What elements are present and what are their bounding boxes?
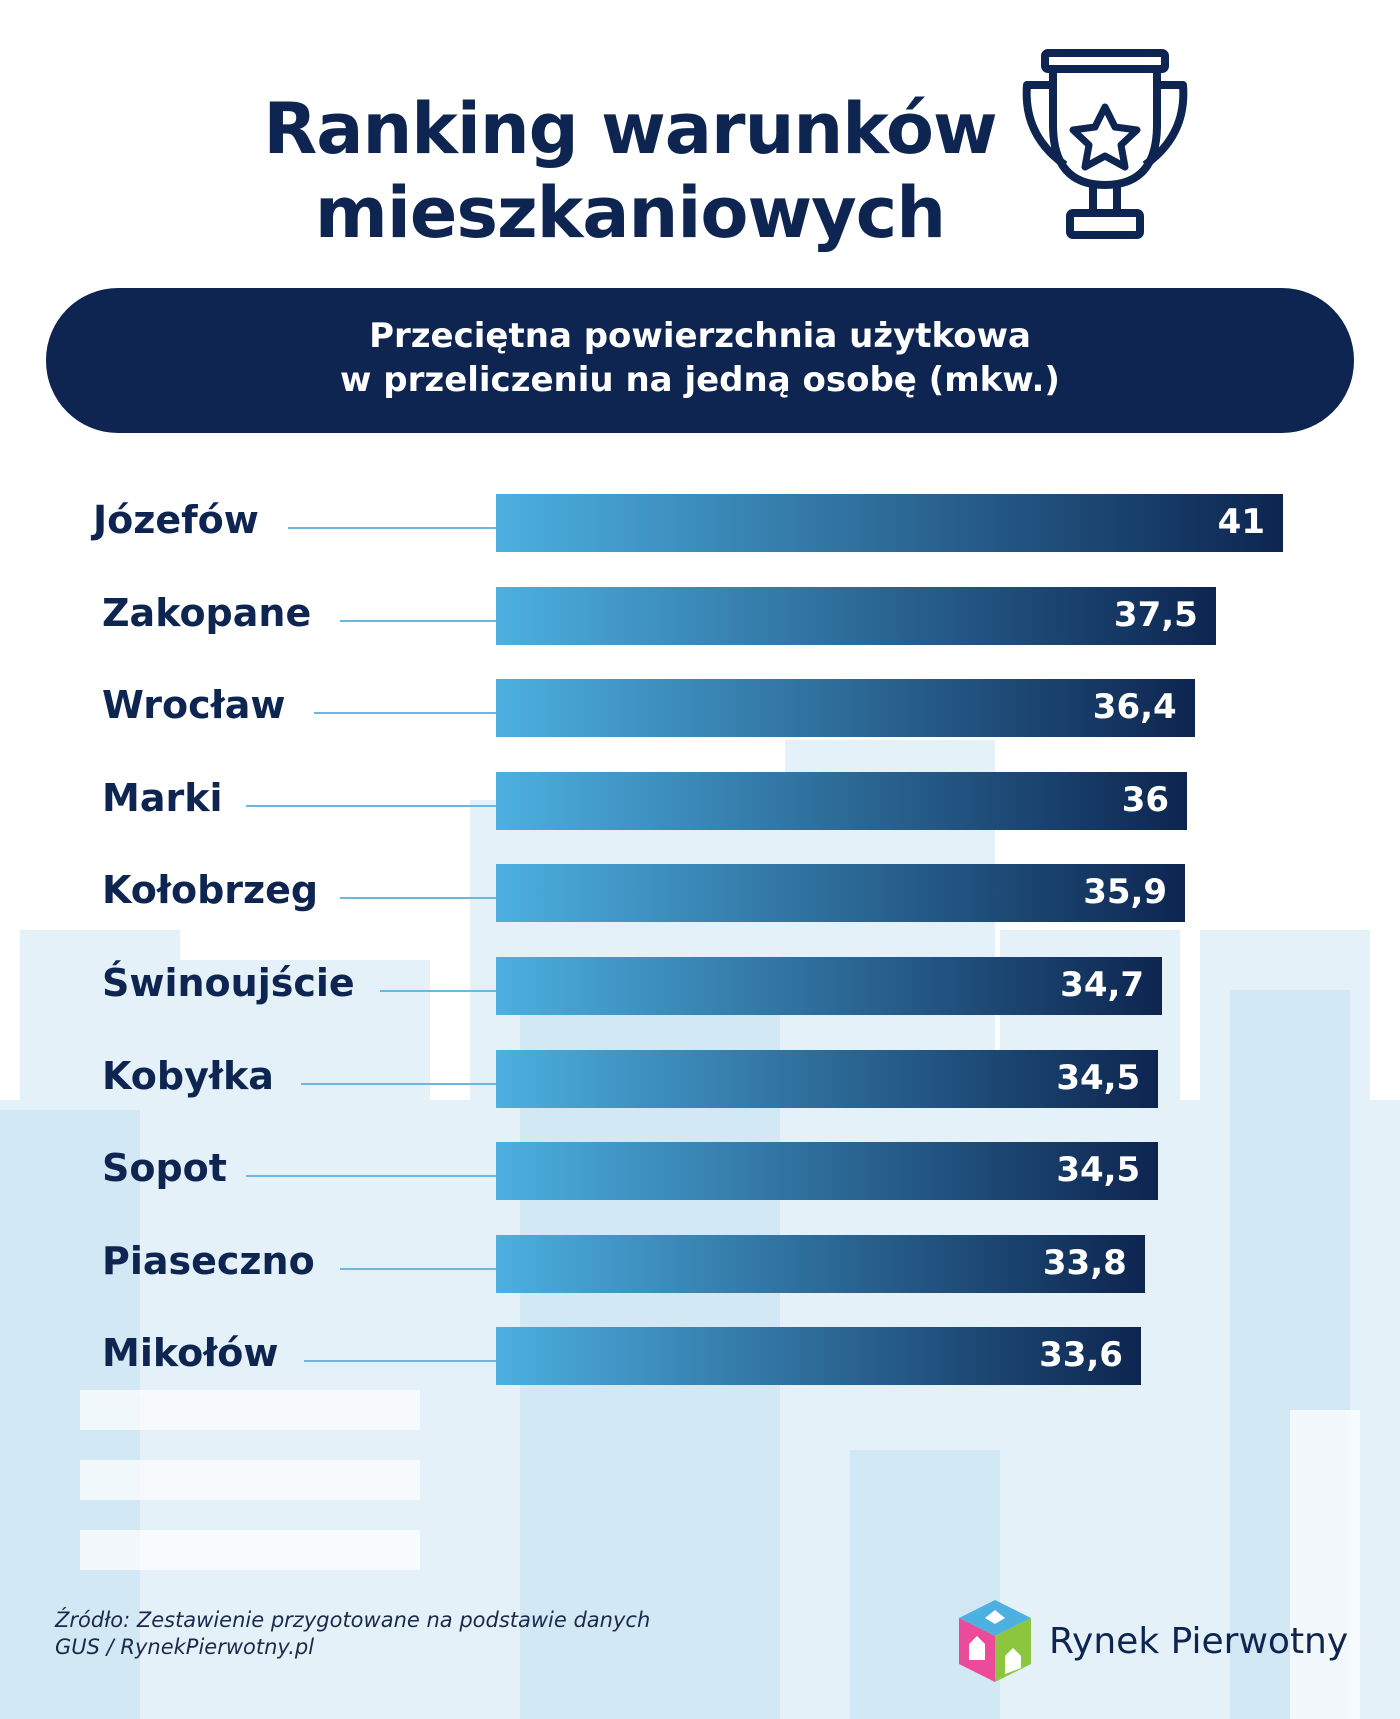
value-label: 36,4 bbox=[1092, 687, 1177, 728]
bar: 34,5 bbox=[496, 1049, 1159, 1108]
bar: 33,6 bbox=[496, 1327, 1141, 1386]
bar: 41 bbox=[496, 494, 1283, 552]
connector-line bbox=[340, 1267, 496, 1270]
source-note: Źródło: Zestawienie przygotowane na pods… bbox=[55, 1607, 650, 1661]
category-label: Piaseczno bbox=[102, 1238, 315, 1283]
logo-text: Rynek Pierwotny bbox=[1049, 1620, 1349, 1662]
connector-line bbox=[314, 712, 496, 715]
trophy-icon bbox=[1022, 49, 1188, 239]
category-label: Kołobrzeg bbox=[102, 868, 319, 913]
category-label: Sopot bbox=[102, 1146, 227, 1191]
value-label: 34,5 bbox=[1056, 1057, 1141, 1098]
category-label: Wrocław bbox=[102, 683, 286, 728]
value-label: 35,9 bbox=[1083, 872, 1168, 913]
title-line-2: mieszkaniowych bbox=[314, 172, 946, 254]
category-label: Świnoujście bbox=[102, 961, 355, 1005]
subtitle-line-1: Przeciętna powierzchnia użytkowa bbox=[369, 316, 1031, 356]
value-label: 36 bbox=[1121, 779, 1170, 820]
value-label: 33,6 bbox=[1039, 1335, 1123, 1376]
source-line-1: Źródło: Zestawienie przygotowane na pods… bbox=[55, 1608, 651, 1632]
connector-line bbox=[380, 990, 496, 992]
bar: 36 bbox=[496, 771, 1188, 830]
bar: 36,4 bbox=[496, 679, 1195, 738]
connector-line bbox=[301, 1082, 496, 1085]
connector-line bbox=[246, 1175, 496, 1178]
connector-line bbox=[340, 619, 496, 622]
category-label: Zakopane bbox=[102, 590, 312, 635]
bar: 33,8 bbox=[496, 1234, 1145, 1293]
bar: 35,9 bbox=[496, 864, 1186, 923]
category-label: Mikołów bbox=[102, 1331, 279, 1376]
title-line-1: Ranking warunków bbox=[263, 88, 997, 170]
value-label: 33,8 bbox=[1042, 1242, 1127, 1283]
connector-line bbox=[340, 897, 496, 900]
bar: 34,5 bbox=[496, 1142, 1159, 1201]
source-line-2: GUS / RynekPierwotny.pl bbox=[55, 1635, 315, 1659]
subtitle-banner: Przeciętna powierzchnia użytkowa w przel… bbox=[46, 288, 1354, 433]
subtitle-line-2: w przeliczeniu na jedną osobę (mkw.) bbox=[340, 360, 1060, 400]
connector-line bbox=[246, 804, 496, 807]
connector-line bbox=[288, 527, 496, 529]
bar: 37,5 bbox=[496, 586, 1216, 645]
cube-logo-icon bbox=[959, 1600, 1031, 1682]
brand-logo: Rynek Pierwotny bbox=[955, 1598, 1348, 1684]
category-label: Marki bbox=[102, 775, 223, 820]
category-label: Kobyłka bbox=[102, 1053, 274, 1098]
value-label: 37,5 bbox=[1113, 594, 1198, 635]
value-label: 41 bbox=[1217, 502, 1265, 542]
category-label: Józefów bbox=[93, 498, 259, 542]
value-label: 34,7 bbox=[1060, 965, 1145, 1005]
bar: 34,7 bbox=[496, 957, 1163, 1015]
connector-line bbox=[304, 1360, 496, 1363]
value-label: 34,5 bbox=[1056, 1150, 1141, 1191]
